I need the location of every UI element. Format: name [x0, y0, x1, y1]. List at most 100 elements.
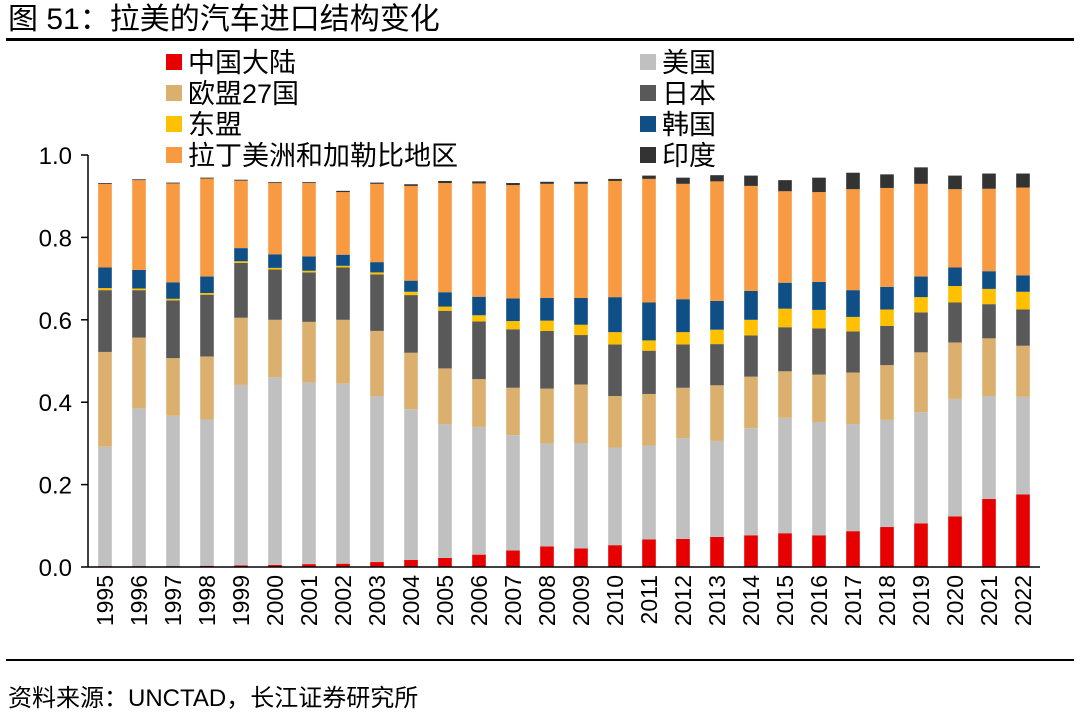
bar-segment-2009-s0 [574, 548, 588, 567]
bar-segment-1995-s4 [98, 288, 112, 291]
bar-segment-2009-s7 [574, 181, 588, 184]
x-tick-label: 2005 [432, 575, 458, 626]
bar-segment-2001-s7 [302, 182, 316, 184]
bar-segment-2007-s3 [506, 329, 520, 388]
bar-segment-2008-s3 [540, 330, 554, 389]
x-tick-label: 1998 [194, 575, 220, 626]
bar-segment-2019-s1 [914, 412, 928, 524]
bar-segment-2020-s5 [948, 267, 962, 287]
bar-segment-2012-s3 [676, 344, 690, 388]
bar-segment-2000-s4 [268, 267, 282, 270]
bar-segment-2011-s7 [642, 175, 656, 179]
bar-segment-2020-s1 [948, 398, 962, 517]
source-note: 资料来源：UNCTAD，长江证券研究所 [8, 685, 419, 712]
bar-segment-2012-s2 [676, 387, 690, 439]
x-tick-label: 1996 [126, 575, 152, 626]
x-tick-label: 2014 [738, 575, 764, 626]
bar-segment-2004-s3 [404, 295, 418, 353]
bar-segment-2002-s4 [336, 265, 350, 268]
bar-segment-2017-s4 [846, 316, 860, 332]
bar-segment-2013-s4 [710, 329, 724, 345]
bar-segment-2006-s2 [472, 379, 486, 427]
x-tick-label: 2012 [670, 575, 696, 626]
bar-segment-1996-s3 [132, 290, 146, 338]
x-tick-label: 1995 [92, 575, 118, 626]
bar-segment-2005-s4 [438, 306, 452, 311]
bar-segment-2010-s0 [608, 545, 622, 567]
bar-segment-1997-s6 [166, 183, 180, 283]
bar-segment-2008-s0 [540, 546, 554, 567]
x-tick-label: 2001 [296, 575, 322, 626]
bar-segment-2011-s1 [642, 445, 656, 540]
bar-segment-2009-s4 [574, 324, 588, 336]
bar-segment-2007-s1 [506, 435, 520, 551]
bar-segment-2022-s7 [1016, 173, 1030, 188]
bar-segment-2002-s6 [336, 192, 350, 255]
bar-segment-1995-s7 [98, 183, 112, 184]
bar-segment-2006-s4 [472, 315, 486, 322]
bar-segment-2014-s2 [744, 376, 758, 429]
bar-segment-2018-s7 [880, 174, 894, 188]
bar-segment-2000-s0 [268, 564, 282, 567]
legend-swatch [640, 54, 656, 70]
bar-segment-2003-s5 [370, 262, 384, 273]
bar-segment-2006-s0 [472, 554, 486, 567]
bar-segment-2019-s7 [914, 167, 928, 184]
bar-segment-2001-s1 [302, 382, 316, 565]
bar-segment-2007-s7 [506, 183, 520, 186]
bar-segment-2008-s7 [540, 181, 554, 184]
bar-segment-2021-s5 [982, 271, 996, 289]
bar-segment-2005-s3 [438, 310, 452, 369]
bar-segment-2016-s4 [812, 309, 826, 329]
y-tick-label: 0.8 [39, 225, 72, 252]
x-tick-label: 2017 [840, 575, 866, 626]
bar-segment-2013-s6 [710, 181, 724, 301]
bar-segment-2014-s5 [744, 290, 758, 320]
bar-segment-2014-s7 [744, 175, 758, 186]
x-tick-label: 2011 [636, 575, 662, 624]
bar-segment-2012-s5 [676, 299, 690, 333]
bar-segment-2002-s2 [336, 319, 350, 384]
bar-segment-2021-s2 [982, 338, 996, 397]
bar-segment-2010-s6 [608, 180, 622, 298]
bar-segment-2000-s1 [268, 377, 282, 565]
bar-segment-2002-s7 [336, 190, 350, 193]
bar-segment-2020-s4 [948, 286, 962, 303]
bar-segment-2018-s2 [880, 365, 894, 420]
bar-segment-2002-s5 [336, 254, 350, 266]
bar-segment-2022-s0 [1016, 494, 1030, 567]
bar-segment-2003-s0 [370, 562, 384, 567]
bar-segment-2009-s1 [574, 442, 588, 549]
footer-rule [6, 659, 1074, 661]
bar-segment-1996-s5 [132, 269, 146, 289]
bar-segment-2005-s2 [438, 368, 452, 425]
bar-segment-1996-s7 [132, 179, 146, 181]
bar-segment-2017-s6 [846, 189, 860, 291]
x-tick-label: 2009 [568, 575, 594, 626]
bar-segment-2005-s7 [438, 180, 452, 184]
bar-segment-2015-s4 [778, 308, 792, 328]
bar-segment-2017-s2 [846, 372, 860, 425]
bar-segment-2019-s3 [914, 312, 928, 353]
bar-segment-2004-s6 [404, 185, 418, 281]
bar-segment-1995-s1 [98, 446, 112, 567]
bar-segment-2000-s5 [268, 254, 282, 268]
bar-segment-2005-s1 [438, 424, 452, 558]
bar-segment-2014-s1 [744, 428, 758, 536]
bar-segment-2006-s1 [472, 426, 486, 555]
bar-segment-1996-s1 [132, 408, 146, 567]
legend-swatch [166, 54, 182, 70]
bar-segment-2012-s7 [676, 177, 690, 184]
y-tick-label: 0.0 [39, 555, 72, 582]
legend-swatch [640, 85, 656, 101]
bar-segment-2017-s3 [846, 331, 860, 373]
bar-segment-2001-s6 [302, 183, 316, 257]
bar-segment-1998-s7 [200, 177, 214, 179]
bar-segment-2018-s1 [880, 419, 894, 528]
bar-segment-2020-s6 [948, 189, 962, 268]
y-axis: 0.0 0.2 0.4 0.6 0.8 1.0 [39, 143, 89, 582]
bar-segment-2015-s5 [778, 282, 792, 309]
legend-label: 东盟 [188, 110, 242, 140]
bar-segment-1996-s4 [132, 288, 146, 291]
bar-segment-2010-s1 [608, 447, 622, 546]
